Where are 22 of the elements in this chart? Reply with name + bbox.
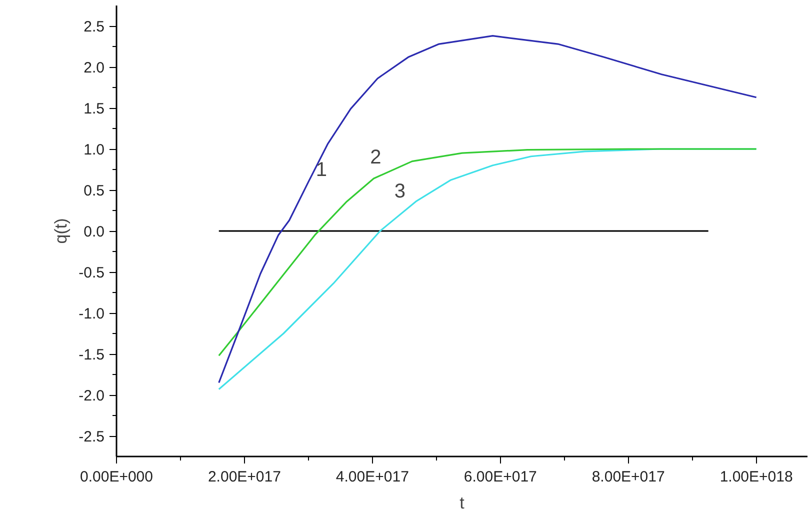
y-tick-label: 1.5 <box>84 100 105 118</box>
x-tick-label: 4.00E+017 <box>336 468 409 486</box>
y-tick-label: -1.5 <box>78 346 105 364</box>
x-axis-title: t <box>460 494 465 512</box>
y-axis-title: q(t) <box>52 218 71 244</box>
y-tick-label: -1.0 <box>78 306 105 322</box>
y-tick-label: -2.5 <box>78 428 105 446</box>
y-tick-label: 1.0 <box>84 142 105 158</box>
y-tick-label: 0.5 <box>84 182 105 200</box>
y-tick-label: -2.0 <box>78 388 105 404</box>
y-tick-label: 0.0 <box>84 224 105 240</box>
x-tick-label: 6.00E+017 <box>464 468 537 486</box>
series-label: 3 <box>394 180 406 202</box>
y-tick-label: -0.5 <box>78 264 105 282</box>
series-label: 1 <box>316 158 328 181</box>
x-tick-label: 1.00E+018 <box>720 468 793 486</box>
x-tick-label: 0.00E+000 <box>80 468 154 486</box>
series-label: 2 <box>370 146 382 169</box>
y-tick-label: 2.5 <box>84 18 105 36</box>
x-tick-label: 2.00E+017 <box>208 468 281 486</box>
y-tick-label: 2.0 <box>84 60 105 76</box>
x-tick-label: 8.00E+017 <box>592 468 665 486</box>
